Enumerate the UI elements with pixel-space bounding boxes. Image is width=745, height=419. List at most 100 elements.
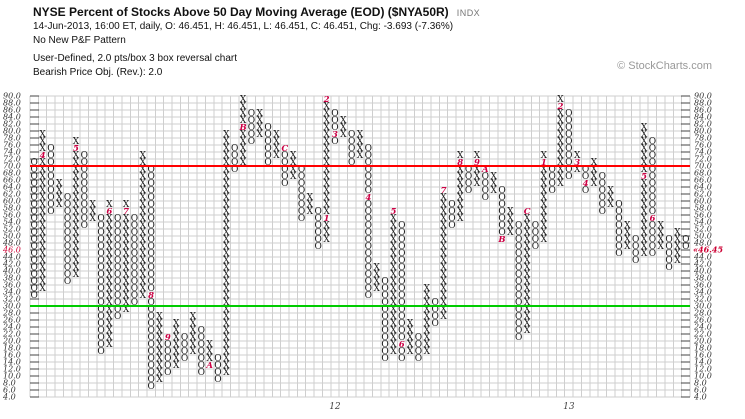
svg-text:O: O <box>64 263 71 273</box>
svg-text:O: O <box>482 179 489 189</box>
svg-text:5: 5 <box>390 207 396 217</box>
svg-text:O: O <box>448 221 455 231</box>
svg-text:X: X <box>123 235 130 245</box>
svg-text:O: O <box>114 242 121 252</box>
svg-text:X: X <box>507 228 514 238</box>
svg-text:X: X <box>641 158 648 168</box>
svg-text:O: O <box>515 333 522 343</box>
svg-text:X: X <box>106 249 113 259</box>
svg-text:X: X <box>541 193 548 203</box>
svg-text:O: O <box>398 235 405 245</box>
svg-text:O: O <box>147 221 154 231</box>
svg-text:X: X <box>440 291 447 301</box>
svg-text:X: X <box>524 270 531 280</box>
svg-text:O: O <box>398 319 405 329</box>
svg-text:O: O <box>515 235 522 245</box>
svg-text:X: X <box>658 235 665 245</box>
svg-text:O: O <box>30 200 37 210</box>
svg-text:O: O <box>281 179 288 189</box>
svg-text:X: X <box>357 137 364 147</box>
svg-text:12.0: 12.0 <box>694 365 712 374</box>
svg-text:X: X <box>290 151 297 161</box>
svg-text:X: X <box>390 298 397 308</box>
svg-text:X: X <box>223 228 230 238</box>
svg-text:60.0: 60.0 <box>694 197 712 206</box>
svg-text:O: O <box>365 207 372 217</box>
svg-text:O: O <box>632 235 639 245</box>
svg-text:24.0: 24.0 <box>2 323 21 332</box>
svg-text:O: O <box>30 172 37 182</box>
svg-text:O: O <box>649 165 656 175</box>
svg-text:X: X <box>641 200 648 210</box>
svg-text:O: O <box>30 242 37 252</box>
svg-text:O: O <box>665 263 672 273</box>
svg-text:O: O <box>498 200 505 210</box>
svg-text:26.0: 26.0 <box>693 316 712 325</box>
svg-text:O: O <box>281 158 288 168</box>
svg-text:X: X <box>106 340 113 350</box>
svg-text:O: O <box>114 249 121 259</box>
svg-text:34.0: 34.0 <box>694 288 712 297</box>
svg-text:X: X <box>290 165 297 175</box>
svg-text:O: O <box>281 172 288 182</box>
svg-text:X: X <box>290 158 297 168</box>
svg-text:2: 2 <box>557 102 564 112</box>
svg-text:O: O <box>231 158 238 168</box>
svg-text:O: O <box>565 123 572 133</box>
svg-text:O: O <box>147 333 154 343</box>
svg-text:C: C <box>281 144 288 154</box>
svg-text:O: O <box>482 172 489 182</box>
svg-text:X: X <box>390 263 397 273</box>
svg-text:O: O <box>365 235 372 245</box>
svg-text:X: X <box>390 340 397 350</box>
svg-text:X: X <box>323 137 330 147</box>
svg-text:O: O <box>264 130 271 140</box>
svg-text:X: X <box>440 249 447 259</box>
svg-text:O: O <box>649 207 656 217</box>
svg-text:X: X <box>106 263 113 273</box>
svg-text:X: X <box>223 179 230 189</box>
svg-text:X: X <box>557 179 564 189</box>
svg-text:O: O <box>381 347 388 357</box>
svg-text:X: X <box>541 186 548 196</box>
svg-text:O: O <box>615 207 622 217</box>
svg-text:O: O <box>97 333 104 343</box>
svg-text:X: X <box>140 165 147 175</box>
svg-text:O: O <box>97 270 104 280</box>
svg-text:O: O <box>164 354 171 364</box>
svg-text:O: O <box>97 228 104 238</box>
svg-text:X: X <box>641 235 648 245</box>
svg-text:X: X <box>73 263 80 273</box>
svg-text:X: X <box>507 207 514 217</box>
symbol-type-tag: INDX <box>456 8 481 18</box>
svg-text:O: O <box>264 123 271 133</box>
svg-text:O: O <box>649 144 656 154</box>
svg-text:X: X <box>106 326 113 336</box>
svg-text:O: O <box>365 179 372 189</box>
svg-text:X: X <box>323 200 330 210</box>
svg-text:O: O <box>164 361 171 371</box>
svg-text:X: X <box>140 186 147 196</box>
svg-text:78.0: 78.0 <box>3 134 21 143</box>
svg-text:X: X <box>140 221 147 231</box>
svg-text:O: O <box>315 207 322 217</box>
svg-text:X: X <box>524 228 531 238</box>
svg-text:X: X <box>641 193 648 203</box>
svg-text:56.0: 56.0 <box>3 211 21 220</box>
svg-text:X: X <box>557 95 564 105</box>
svg-text:O: O <box>147 165 154 175</box>
svg-text:X: X <box>39 235 46 245</box>
svg-text:86.0: 86.0 <box>3 106 21 115</box>
svg-text:X: X <box>641 130 648 140</box>
svg-text:X: X <box>123 277 130 287</box>
svg-text:54.0: 54.0 <box>694 218 712 227</box>
svg-text:X: X <box>557 144 564 154</box>
svg-text:X: X <box>390 326 397 336</box>
svg-text:22.0: 22.0 <box>693 330 712 339</box>
svg-text:X: X <box>323 193 330 203</box>
svg-text:X: X <box>524 298 531 308</box>
svg-text:X: X <box>607 200 614 210</box>
svg-text:X: X <box>223 172 230 182</box>
svg-text:X: X <box>173 340 180 350</box>
svg-text:O: O <box>498 193 505 203</box>
